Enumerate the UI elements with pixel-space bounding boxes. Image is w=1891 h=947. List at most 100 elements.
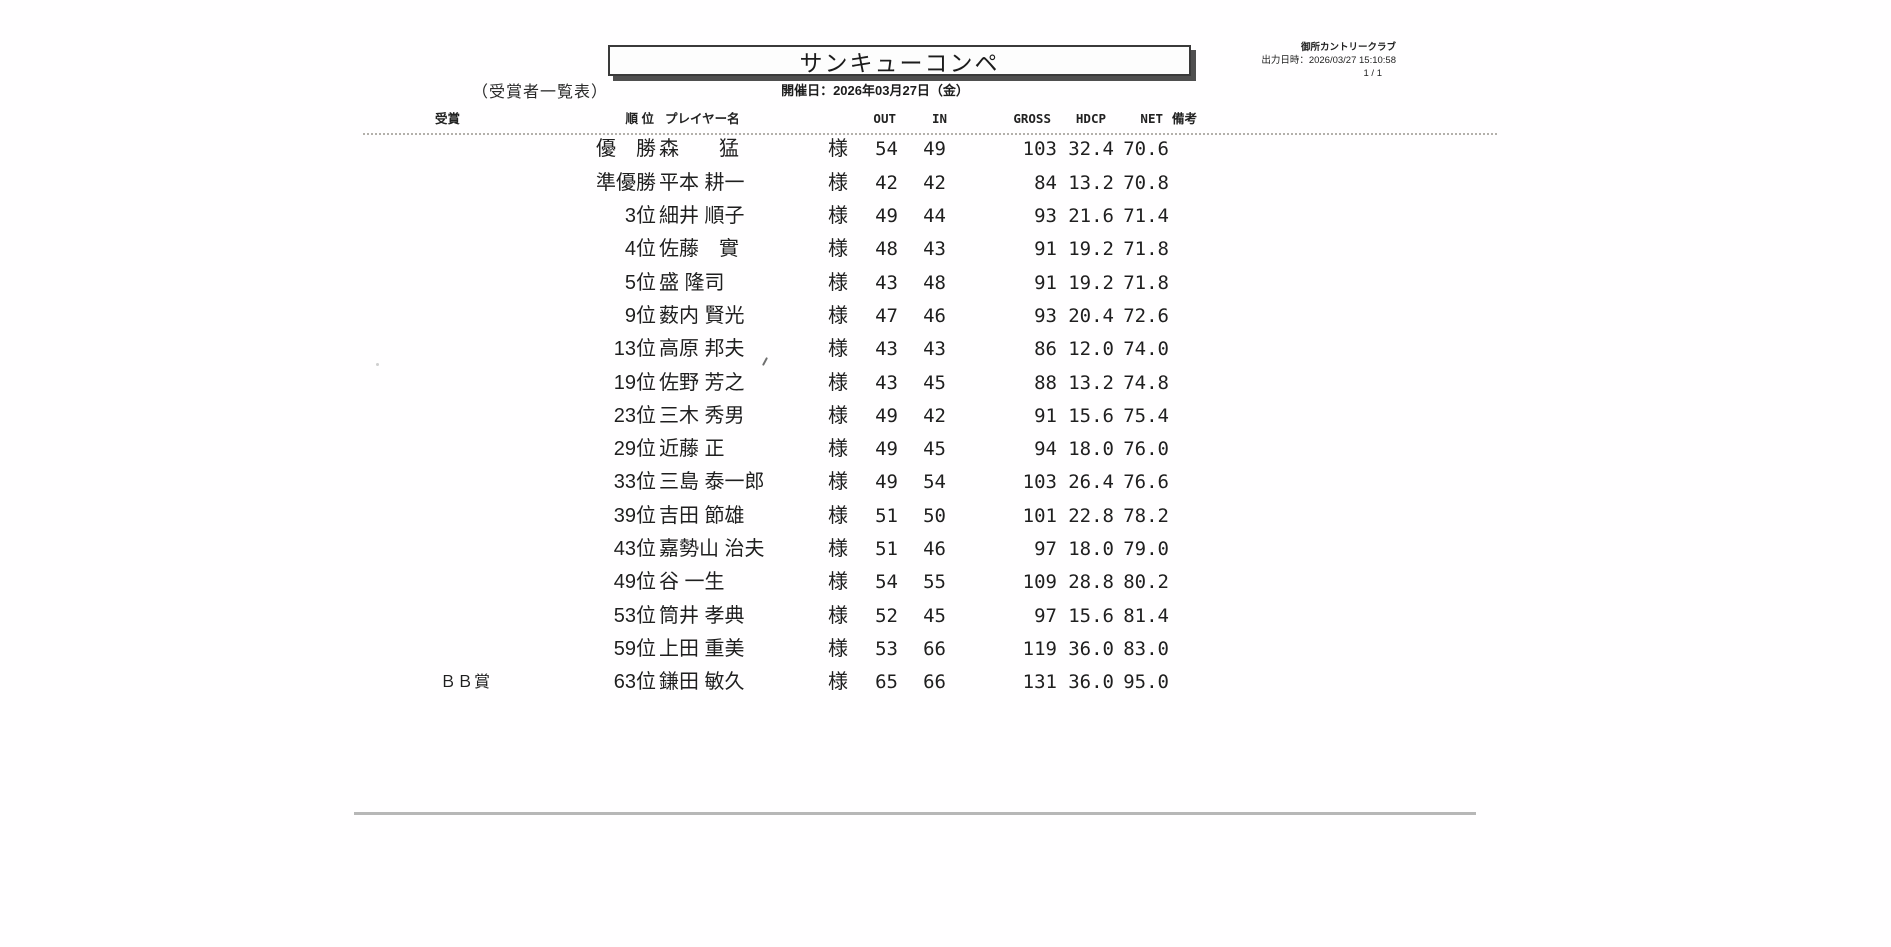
in-cell: 43 <box>923 238 946 261</box>
column-header-rank: 順 位 <box>625 112 654 126</box>
out-cell: 65 <box>875 671 898 694</box>
out-cell: 54 <box>875 138 898 161</box>
hdcp-cell: 28.8 <box>1068 571 1114 594</box>
hdcp-cell: 15.6 <box>1068 604 1114 627</box>
honorific-cell: 様 <box>828 371 848 394</box>
table-row: 13位 高原 邦夫 様 43 43 86 12.0 74.0 <box>0 333 1891 366</box>
rank-cell: 63位 <box>613 671 656 694</box>
honorific-cell: 様 <box>828 238 848 261</box>
column-header-hdcp: HDCP <box>1075 111 1106 126</box>
table-row: 33位 三島 泰一郎 様 49 54 103 26.4 76.6 <box>0 466 1891 499</box>
rank-cell: 準優勝 <box>596 171 656 194</box>
hdcp-cell: 19.2 <box>1068 238 1114 261</box>
in-cell: 45 <box>923 604 946 627</box>
honorific-cell: 様 <box>828 271 848 294</box>
out-cell: 52 <box>875 604 898 627</box>
rank-cell: 29位 <box>613 438 656 461</box>
net-cell: 79.0 <box>1123 538 1169 560</box>
in-cell: 46 <box>923 538 946 560</box>
rank-cell: 優 勝 <box>596 138 656 161</box>
net-cell: 75.4 <box>1123 404 1169 427</box>
hdcp-cell: 13.2 <box>1068 371 1114 394</box>
table-row: 53位 筒井 孝典 様 52 45 97 15.6 81.4 <box>0 600 1891 633</box>
table-row: 49位 谷 一生 様 54 55 109 28.8 80.2 <box>0 566 1891 599</box>
rank-cell: 5位 <box>624 271 656 294</box>
page-indicator: 1 / 1 <box>1363 68 1383 79</box>
net-cell: 72.6 <box>1123 304 1169 327</box>
hdcp-cell: 18.0 <box>1068 438 1114 461</box>
column-header-gross: GROSS <box>1013 111 1051 126</box>
honorific-cell: 様 <box>828 471 848 494</box>
table-row: 9位 薮内 賢光 様 47 46 93 20.4 72.6 <box>0 300 1891 333</box>
rank-cell: 9位 <box>624 304 656 327</box>
rank-cell: 39位 <box>613 504 656 527</box>
table-row: 39位 吉田 節雄 様 51 50 101 22.8 78.2 <box>0 500 1891 533</box>
out-cell: 54 <box>875 571 898 594</box>
hdcp-cell: 13.2 <box>1068 171 1114 194</box>
honorific-cell: 様 <box>828 438 848 461</box>
player-name-cell: 嘉勢山 治夫 <box>659 538 765 560</box>
event-date-label: 開催日：2026年03月27日（金） <box>781 83 969 98</box>
column-header-note: 備考 <box>1172 112 1198 126</box>
title-box: サンキューコンペ <box>608 45 1191 76</box>
honorific-cell: 様 <box>828 637 848 660</box>
honorific-cell: 様 <box>828 671 848 694</box>
gross-cell: 88 <box>1034 371 1057 394</box>
hdcp-cell: 36.0 <box>1068 671 1114 694</box>
rank-cell: 23位 <box>613 404 656 427</box>
in-cell: 55 <box>923 571 946 594</box>
player-name-cell: 佐藤 實 <box>659 238 739 261</box>
hdcp-cell: 36.0 <box>1068 637 1114 660</box>
player-name-cell: 近藤 正 <box>659 438 725 461</box>
hdcp-cell: 12.0 <box>1068 338 1114 361</box>
net-cell: 76.0 <box>1123 438 1169 461</box>
rank-cell: 3位 <box>624 205 656 227</box>
gross-cell: 93 <box>1034 205 1057 227</box>
player-name-cell: 森 猛 <box>659 138 739 161</box>
table-row: 59位 上田 重美 様 53 66 119 36.0 83.0 <box>0 633 1891 666</box>
net-cell: 71.4 <box>1123 205 1169 227</box>
column-header-out: OUT <box>873 111 896 126</box>
rank-cell: 59位 <box>613 637 656 660</box>
hdcp-cell: 32.4 <box>1068 138 1114 161</box>
net-cell: 74.0 <box>1123 338 1169 361</box>
in-cell: 44 <box>923 205 946 227</box>
gross-cell: 93 <box>1034 304 1057 327</box>
out-cell: 47 <box>875 304 898 327</box>
net-cell: 71.8 <box>1123 238 1169 261</box>
in-cell: 43 <box>923 338 946 361</box>
column-header-player: プレイヤー名 <box>665 112 740 126</box>
table-row: 43位 嘉勢山 治夫 様 51 46 97 18.0 79.0 <box>0 533 1891 566</box>
honorific-cell: 様 <box>828 338 848 361</box>
net-cell: 78.2 <box>1123 504 1169 527</box>
out-cell: 49 <box>875 438 898 461</box>
player-name-cell: 薮内 賢光 <box>659 304 745 327</box>
hdcp-cell: 26.4 <box>1068 471 1114 494</box>
gross-cell: 109 <box>1022 571 1057 594</box>
out-cell: 48 <box>875 238 898 261</box>
gross-cell: 91 <box>1034 404 1057 427</box>
print-datetime: 出力日時：2026/03/27 15:10:58 <box>1261 55 1396 66</box>
in-cell: 50 <box>923 504 946 527</box>
player-name-cell: 細井 順子 <box>659 205 745 227</box>
in-cell: 49 <box>923 138 946 161</box>
column-header-net: NET <box>1140 111 1163 126</box>
table-row: 5位 盛 隆司 様 43 48 91 19.2 71.8 <box>0 267 1891 300</box>
honorific-cell: 様 <box>828 504 848 527</box>
player-name-cell: 佐野 芳之 <box>659 371 745 394</box>
out-cell: 49 <box>875 471 898 494</box>
honorific-cell: 様 <box>828 171 848 194</box>
in-cell: 45 <box>923 438 946 461</box>
table-row: 23位 三木 秀男 様 49 42 91 15.6 75.4 <box>0 400 1891 433</box>
in-cell: 42 <box>923 404 946 427</box>
page-bottom-rule <box>354 812 1476 815</box>
in-cell: 48 <box>923 271 946 294</box>
out-cell: 53 <box>875 637 898 660</box>
gross-cell: 119 <box>1022 637 1057 660</box>
honorific-cell: 様 <box>828 604 848 627</box>
honorific-cell: 様 <box>828 304 848 327</box>
rank-cell: 49位 <box>613 571 656 594</box>
column-header-in: IN <box>931 111 947 126</box>
gross-cell: 97 <box>1034 604 1057 627</box>
